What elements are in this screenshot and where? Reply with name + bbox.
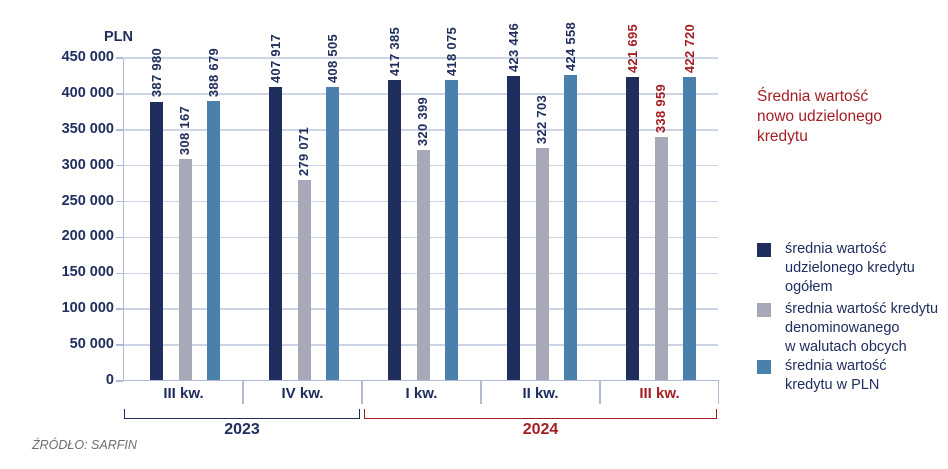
y-tick-label: 0 (105, 372, 114, 388)
legend-swatch-pln-icon (757, 360, 771, 374)
y-tick-mark (116, 236, 123, 239)
bar-value-label: 387 980 (148, 48, 164, 98)
y-tick-label: 200 000 (61, 228, 114, 245)
x-tick-label: II kw. (522, 385, 559, 402)
bar (445, 79, 458, 380)
bar-value-label: 424 558 (562, 22, 578, 72)
bar-value-label: 322 703 (534, 95, 549, 145)
x-tick-label: I kw. (405, 385, 438, 402)
y-tick-label: 100 000 (61, 300, 114, 317)
bar (507, 76, 520, 380)
grid-line (124, 93, 718, 95)
y-tick-mark (116, 272, 123, 275)
x-tick-mark (717, 380, 719, 404)
bar-value-label: 417 385 (386, 27, 402, 77)
bar-value-label: 308 167 (177, 105, 192, 155)
bar-value-label: 320 399 (415, 96, 430, 147)
year-bracket (364, 409, 717, 419)
bar (416, 150, 430, 380)
year-label: 2024 (522, 421, 559, 438)
bar (564, 75, 577, 380)
y-tick-mark (116, 200, 123, 203)
bar-value-label: 418 075 (443, 26, 459, 76)
bar (297, 179, 311, 380)
plot-area: 387 980 308 167 388 679 III kw. 407 917 279 0… (123, 22, 719, 404)
grid-line (124, 57, 718, 59)
x-tick-label: III kw. (163, 385, 204, 402)
bar (683, 76, 696, 380)
y-tick-label: 150 000 (61, 264, 114, 281)
y-tick-label: 50 000 (69, 336, 114, 353)
y-tick-mark (116, 129, 123, 131)
bar (388, 80, 401, 380)
grid-line (124, 129, 718, 131)
legend-item: średnia wartość kredytu w PLN (757, 357, 945, 395)
chart-title: Średnia wartość nowo udzielonego kredytu (757, 88, 882, 145)
bar-value-label: 423 446 (505, 22, 521, 73)
bar-value-label: 421 695 (624, 24, 640, 74)
bar-value-label: 422 720 (681, 23, 697, 73)
legend-item: średnia wartość udzielonego kredytu ogół… (757, 240, 945, 297)
bar-value-label: 338 959 (653, 83, 668, 133)
bar (150, 101, 163, 380)
x-tick-label: IV kw. (281, 385, 324, 402)
bar-value-label: 279 071 (296, 126, 311, 176)
bar-value-label: 407 917 (267, 34, 283, 84)
bar (535, 148, 549, 380)
y-tick-mark (116, 57, 123, 59)
y-tick-label: 350 000 (61, 120, 114, 137)
source-note: ŹRÓDŁO: SARFIN (32, 438, 137, 452)
bar-value-label: 388 679 (205, 47, 221, 98)
legend-label: średnia wartość udzielonego kredytu ogół… (785, 241, 915, 295)
bar (626, 77, 639, 380)
legend-swatch-total-icon (757, 243, 771, 257)
x-tick-mark (480, 380, 482, 404)
y-axis-unit-label: PLN (104, 29, 133, 45)
y-tick-label: 400 000 (61, 84, 114, 101)
bar (269, 87, 282, 380)
legend-swatch-foreign-currency-icon (757, 303, 771, 317)
y-tick-mark (116, 164, 123, 167)
y-tick-label: 300 000 (61, 156, 114, 173)
year-bracket (124, 409, 360, 419)
bar-value-label: 408 505 (324, 33, 340, 83)
x-tick-mark (361, 380, 363, 404)
x-tick-mark (599, 380, 601, 404)
legend-label: średnia wartość kredytu denominowanego w… (785, 301, 939, 355)
y-tick-mark (116, 93, 123, 95)
legend-item: średnia wartość kredytu denominowanego w… (757, 300, 945, 357)
bar (654, 136, 668, 380)
year-label: 2023 (224, 421, 260, 438)
bar (326, 86, 339, 380)
y-tick-mark (116, 380, 123, 382)
legend-label: średnia wartość kredytu w PLN (785, 358, 887, 393)
y-tick-mark (116, 308, 123, 310)
bar (207, 101, 220, 380)
y-tick-label: 250 000 (61, 192, 114, 209)
x-tick-label: III kw. (639, 385, 680, 402)
x-tick-mark (242, 380, 244, 404)
y-tick-label: 450 000 (61, 49, 114, 65)
y-tick-mark (116, 344, 123, 346)
bar (178, 158, 192, 380)
